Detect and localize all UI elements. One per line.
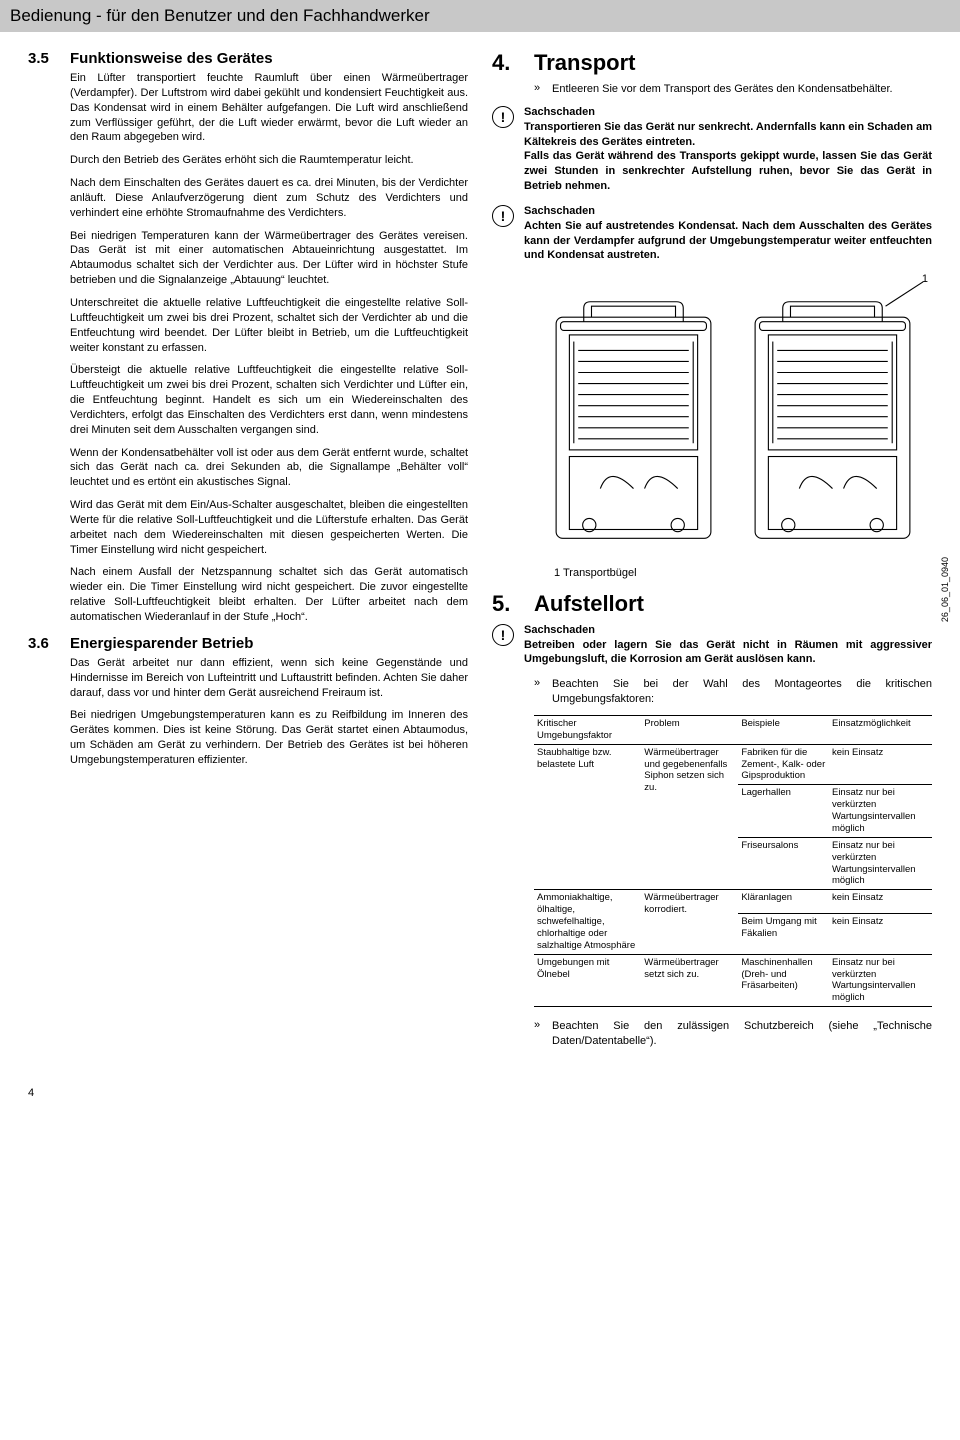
warning-body: Sachschaden Achten Sie auf austretendes … — [524, 204, 932, 263]
paragraph: Unterschreitet die aktuelle relative Luf… — [70, 296, 468, 355]
table-header: Beispiele — [738, 715, 829, 744]
paragraph: Nach dem Einschalten des Gerätes dauert … — [70, 176, 468, 221]
bullet-text: Beachten Sie den zulässigen Schutzbereic… — [552, 1019, 932, 1049]
table-cell: Umgebungen mit Ölnebel — [534, 954, 641, 1007]
warning-text: Achten Sie auf austretendes Kondensat. N… — [524, 220, 932, 262]
chapter-5-heading: 5. Aufstellort — [492, 591, 932, 617]
warning-body: Sachschaden Transportieren Sie das Gerät… — [524, 105, 932, 194]
table-cell: kein Einsatz — [829, 914, 932, 955]
figure-callout-number: 1 — [922, 273, 928, 285]
table-header: Einsatzmöglichkeit — [829, 715, 932, 744]
section-3-5-heading: 3.5 Funktionsweise des Gerätes — [28, 50, 468, 67]
table-row: Staubhaltige bzw. belastete Luft Wärmeüb… — [534, 744, 932, 785]
figure-reference-code: 26_06_01_0940 — [940, 557, 950, 622]
section-num: 3.6 — [28, 635, 56, 652]
warning-block: ! Sachschaden Achten Sie auf austretende… — [492, 204, 932, 263]
bullet-marker-icon: » — [534, 1019, 546, 1049]
table-cell: Ammoniakhaltige, ölhaltige, schwefelhalt… — [534, 890, 641, 954]
warning-title: Sachschaden — [524, 204, 932, 219]
warning-icon: ! — [492, 624, 514, 646]
table-header: Kritischer Umgebungsfaktor — [534, 715, 641, 744]
paragraph: Das Gerät arbeitet nur dann effizient, w… — [70, 656, 468, 701]
section-3-6-heading: 3.6 Energiesparender Betrieb — [28, 635, 468, 652]
paragraph: Bei niedrigen Temperaturen kann der Wärm… — [70, 229, 468, 288]
bullet-marker-icon: » — [534, 677, 546, 707]
paragraph: Bei niedrigen Umgebungstemperaturen kann… — [70, 708, 468, 767]
section-title: Funktionsweise des Gerätes — [70, 50, 273, 67]
warning-block: ! Sachschaden Betreiben oder lagern Sie … — [492, 623, 932, 668]
table-header: Problem — [641, 715, 738, 744]
paragraph: Ein Lüfter transportiert feuchte Raumluf… — [70, 71, 468, 145]
section-title: Energiesparender Betrieb — [70, 635, 253, 652]
bullet-item: » Entleeren Sie vor dem Transport des Ge… — [534, 82, 932, 97]
paragraph: Durch den Betrieb des Gerätes erhöht sic… — [70, 153, 468, 168]
paragraph: Wenn der Kondensatbehälter voll ist oder… — [70, 446, 468, 491]
table-cell: Staubhaltige bzw. belastete Luft — [534, 744, 641, 890]
table-cell: Lagerhallen — [738, 785, 829, 838]
table-cell: Wärmeübertrager setzt sich zu. — [641, 954, 738, 1007]
table-cell: Friseursalons — [738, 837, 829, 890]
critical-factors-table: Kritischer Umgebungsfaktor Problem Beisp… — [534, 715, 932, 1007]
table-cell: Beim Umgang mit Fäkalien — [738, 914, 829, 955]
page-header: Bedienung - für den Benutzer und den Fac… — [0, 0, 960, 32]
table-cell: Wärmeübertrager korrodiert. — [641, 890, 738, 954]
warning-title: Sachschaden — [524, 105, 932, 120]
bullet-item: » Beachten Sie den zulässigen Schutzbere… — [534, 1019, 932, 1049]
table-cell: Einsatz nur bei verkürzten Wartungsinter… — [829, 837, 932, 890]
table-header-row: Kritischer Umgebungsfaktor Problem Beisp… — [534, 715, 932, 744]
paragraph: Wird das Gerät mit dem Ein/Aus-Schalter … — [70, 498, 468, 557]
table-cell: kein Einsatz — [829, 744, 932, 785]
warning-icon: ! — [492, 106, 514, 128]
warning-block: ! Sachschaden Transportieren Sie das Ger… — [492, 105, 932, 194]
table-row: Ammoniakhaltige, ölhaltige, schwefelhalt… — [534, 890, 932, 914]
chapter-num: 4. — [492, 50, 520, 76]
warning-title: Sachschaden — [524, 623, 932, 638]
page-number: 4 — [28, 1087, 960, 1099]
bullet-text: Entleeren Sie vor dem Transport des Gerä… — [552, 82, 932, 97]
bullet-text: Beachten Sie bei der Wahl des Montageort… — [552, 677, 932, 707]
chapter-4-heading: 4. Transport — [492, 50, 932, 76]
warning-body: Sachschaden Betreiben oder lagern Sie da… — [524, 623, 932, 668]
table-cell: Fabriken für die Zement-, Kalk- oder Gip… — [738, 744, 829, 785]
warning-icon: ! — [492, 205, 514, 227]
warning-text: Betreiben oder lagern Sie das Gerät nich… — [524, 639, 932, 666]
column-left: 3.5 Funktionsweise des Gerätes Ein Lüfte… — [28, 50, 468, 1057]
bullet-marker-icon: » — [534, 82, 546, 97]
table-cell: Wärmeübertrager und gegebenenfalls Sipho… — [641, 744, 738, 890]
chapter-title: Aufstellort — [534, 591, 644, 617]
table-row: Umgebungen mit Ölnebel Wärmeübertrager s… — [534, 954, 932, 1007]
transport-figure: 1 — [534, 273, 932, 560]
column-right: 4. Transport » Entleeren Sie vor dem Tra… — [492, 50, 932, 1057]
bullet-item: » Beachten Sie bei der Wahl des Montageo… — [534, 677, 932, 707]
paragraph: Übersteigt die aktuelle relative Luftfeu… — [70, 363, 468, 437]
table-cell: Maschinenhallen (Dreh- und Fräsarbeiten) — [738, 954, 829, 1007]
warning-text: Transportieren Sie das Gerät nur senkrec… — [524, 121, 932, 192]
table-cell: kein Einsatz — [829, 890, 932, 914]
paragraph: Nach einem Ausfall der Netzspannung scha… — [70, 565, 468, 624]
section-num: 3.5 — [28, 50, 56, 67]
figure-legend: 1 Transportbügel — [554, 567, 932, 579]
chapter-title: Transport — [534, 50, 635, 76]
dehumidifier-illustration — [534, 273, 932, 560]
table-cell: Einsatz nur bei verkürzten Wartungsinter… — [829, 785, 932, 838]
chapter-num: 5. — [492, 591, 520, 617]
table-cell: Einsatz nur bei verkürzten Wartungsinter… — [829, 954, 932, 1007]
page-content: 3.5 Funktionsweise des Gerätes Ein Lüfte… — [0, 50, 960, 1057]
table-cell: Kläranlagen — [738, 890, 829, 914]
